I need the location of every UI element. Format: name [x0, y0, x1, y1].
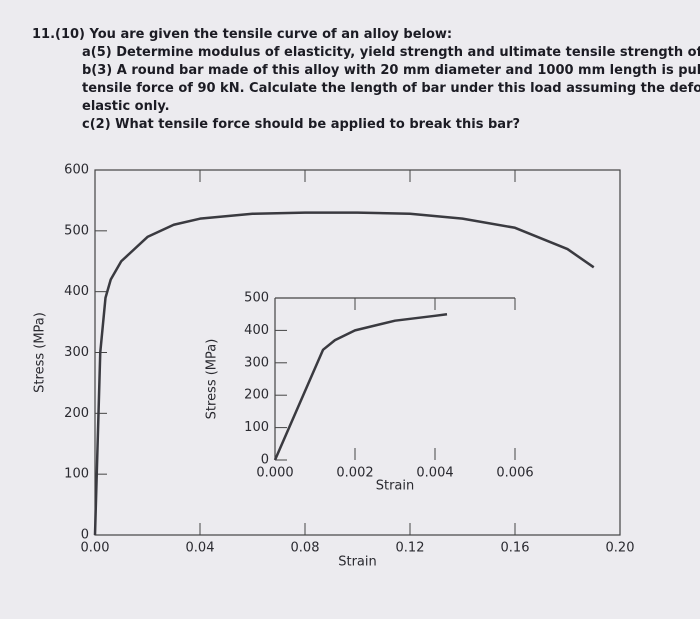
y-tick-label: 0 — [261, 453, 269, 468]
y-tick-label: 100 — [244, 420, 269, 435]
x-tick-label: 0.00 — [81, 541, 110, 556]
y-tick-label: 0 — [81, 528, 89, 543]
y-axis-label: Stress (MPa) — [33, 312, 48, 393]
y-tick-label: 400 — [244, 323, 269, 338]
x-axis-label: Strain — [376, 479, 415, 494]
y-tick-label: 100 — [64, 467, 89, 482]
question-line: a(5) Determine modulus of elasticity, yi… — [82, 45, 700, 60]
x-tick-label: 0.16 — [501, 541, 530, 556]
question-line: b(3) A round bar made of this alloy with… — [82, 63, 700, 78]
x-tick-label: 0.20 — [606, 541, 635, 556]
question-line: elastic only. — [82, 99, 170, 114]
y-tick-label: 600 — [64, 163, 89, 178]
x-tick-label: 0.006 — [496, 466, 533, 481]
y-tick-label: 200 — [244, 388, 269, 403]
stress-strain-curve — [273, 312, 448, 461]
y-tick-label: 400 — [64, 284, 89, 299]
x-tick-label: 0.12 — [396, 541, 425, 556]
y-tick-label: 200 — [64, 406, 89, 421]
x-tick-label: 0.08 — [291, 541, 320, 556]
x-tick-label: 0.04 — [186, 541, 215, 556]
question-line: 11.(10) You are given the tensile curve … — [32, 27, 453, 42]
y-tick-label: 300 — [64, 345, 89, 360]
question-line: c(2) What tensile force should be applie… — [82, 117, 521, 132]
x-axis-label: Strain — [338, 555, 377, 570]
y-tick-label: 500 — [244, 291, 269, 306]
question: 11.(10) You are given the tensile curve … — [32, 26, 700, 134]
y-axis-label: Stress (MPa) — [205, 339, 220, 420]
x-tick-label: 0.002 — [336, 466, 373, 481]
y-tick-label: 300 — [244, 355, 269, 370]
y-tick-label: 500 — [64, 223, 89, 238]
stress-strain-curve — [93, 211, 595, 536]
question-line: tensile force of 90 kN. Calculate the le… — [82, 81, 700, 96]
x-tick-label: 0.004 — [416, 466, 453, 481]
x-tick-label: 0.000 — [256, 466, 293, 481]
